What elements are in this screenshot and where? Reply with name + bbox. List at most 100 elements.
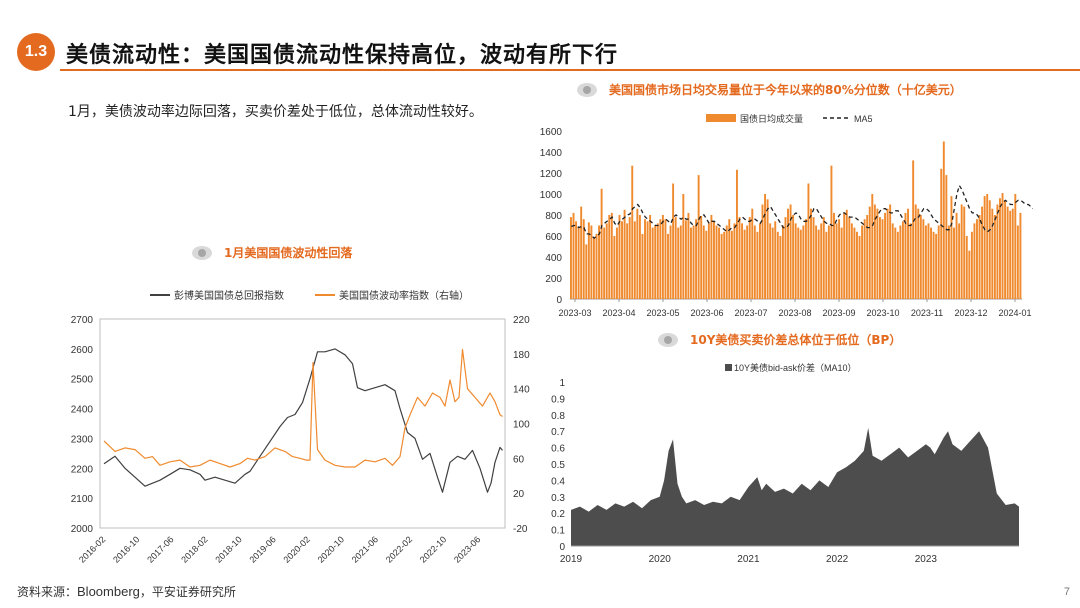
bar xyxy=(600,188,603,300)
y-tick-label: 1400 xyxy=(540,148,563,159)
bar xyxy=(909,223,912,299)
y-tick-label: 2100 xyxy=(71,494,94,505)
chart2-title-row: 美国国债市场日均交易量位于今年以来的80%分位数（十亿美元） xyxy=(577,81,962,98)
bar xyxy=(580,206,583,299)
bar xyxy=(654,225,657,299)
y-tick-label: 1200 xyxy=(540,169,563,180)
volatility-chart: 2000 2100 2200 2300 2400 2500 2600 2700 -20 20 60 1… xyxy=(71,289,530,565)
bar xyxy=(641,233,644,299)
y-tick-label: 0 xyxy=(556,295,562,306)
y-tick-label: 2200 xyxy=(71,464,94,475)
x-tick-label: 2020 xyxy=(649,554,672,565)
bar xyxy=(932,231,935,299)
y-tick-label: 600 xyxy=(545,232,562,243)
y-tick-label: 2400 xyxy=(71,405,94,416)
x-tick-label: 2023-05 xyxy=(646,308,679,318)
bar xyxy=(802,225,805,299)
bar xyxy=(986,194,989,299)
series-line xyxy=(103,348,503,468)
y-tick-label: 0.3 xyxy=(551,493,565,504)
bar xyxy=(779,236,782,299)
bar xyxy=(784,217,787,299)
bar xyxy=(766,199,769,300)
bar xyxy=(735,169,738,299)
bar xyxy=(710,215,713,299)
bar xyxy=(741,223,744,299)
bar xyxy=(769,223,772,299)
y2-tick-label: -20 xyxy=(513,524,528,535)
bar xyxy=(590,225,593,299)
bar xyxy=(608,215,611,299)
bar xyxy=(1014,194,1017,299)
bar xyxy=(651,227,654,299)
y-tick-label: 2300 xyxy=(71,434,94,445)
bar xyxy=(794,223,797,299)
bar xyxy=(955,212,958,299)
bar xyxy=(692,225,695,299)
x-tick-label: 2020-10 xyxy=(316,534,346,564)
chart1-title: 1月美国国债波动性回落 xyxy=(224,246,353,260)
bar xyxy=(572,212,575,299)
bar xyxy=(733,223,736,299)
page-number: 7 xyxy=(1063,586,1070,598)
bar xyxy=(761,204,764,299)
bar xyxy=(644,219,646,299)
bar xyxy=(927,223,930,299)
x-tick-label: 2023-10 xyxy=(866,308,899,318)
bar xyxy=(919,215,922,299)
bar xyxy=(858,236,861,299)
legend-swatch xyxy=(725,364,732,371)
bar xyxy=(723,231,726,299)
bar xyxy=(812,217,815,299)
bar xyxy=(774,221,777,299)
bar xyxy=(963,206,966,299)
bar xyxy=(850,223,853,299)
source-bloomberg: Bloomberg xyxy=(77,584,140,599)
volume-chart: 0 200 400 600 800 1000 1200 1400 1600 2023-03 2023… xyxy=(540,113,1033,318)
bar xyxy=(953,227,955,299)
y2-tick-label: 220 xyxy=(513,315,530,326)
plot-frame xyxy=(99,318,506,529)
bar xyxy=(730,230,733,300)
bar xyxy=(738,217,741,299)
legend-swatch xyxy=(706,114,736,122)
bar xyxy=(838,219,841,299)
bar xyxy=(667,233,669,299)
bar xyxy=(672,183,675,299)
bar xyxy=(587,222,590,299)
x-tick-label: 2016-10 xyxy=(111,534,141,564)
bar xyxy=(669,225,672,299)
x-tick-label: 2022-10 xyxy=(418,534,448,564)
y-tick-label: 0 xyxy=(559,542,565,553)
bar xyxy=(646,221,649,299)
bar xyxy=(700,216,703,299)
bar xyxy=(861,225,864,299)
legend-label: MA5 xyxy=(854,114,873,124)
area-series xyxy=(571,427,1019,546)
bar xyxy=(922,219,925,299)
bar xyxy=(810,208,812,299)
bar xyxy=(981,206,984,299)
bar xyxy=(610,212,613,299)
x-tick-label: 2023-12 xyxy=(954,308,987,318)
bar xyxy=(904,212,907,299)
source-rest: ，平安证券研究所 xyxy=(139,585,236,599)
x-tick-label: 2023-09 xyxy=(822,308,855,318)
bar xyxy=(1001,193,1004,299)
page-title: 美债流动性：美国国债流动性保持高位，波动有所下行 xyxy=(66,43,619,68)
x-tick-label: 2020-02 xyxy=(282,534,312,564)
eye-icon xyxy=(577,82,597,97)
bar xyxy=(965,236,968,299)
bar xyxy=(907,208,909,299)
bar xyxy=(871,194,874,299)
bar xyxy=(628,217,631,299)
bar xyxy=(896,231,899,299)
bar xyxy=(751,208,754,299)
x-tick-label: 2018-10 xyxy=(213,534,243,564)
bar xyxy=(707,223,710,299)
x-tick-label: 2019 xyxy=(560,554,583,565)
y-tick-label: 0.2 xyxy=(551,509,565,520)
chart3-title-row: 10Y美债买卖价差总体位于低位（BP） xyxy=(658,331,901,348)
bar xyxy=(1011,208,1014,299)
legend-label: 国债日均成交量 xyxy=(740,113,803,124)
